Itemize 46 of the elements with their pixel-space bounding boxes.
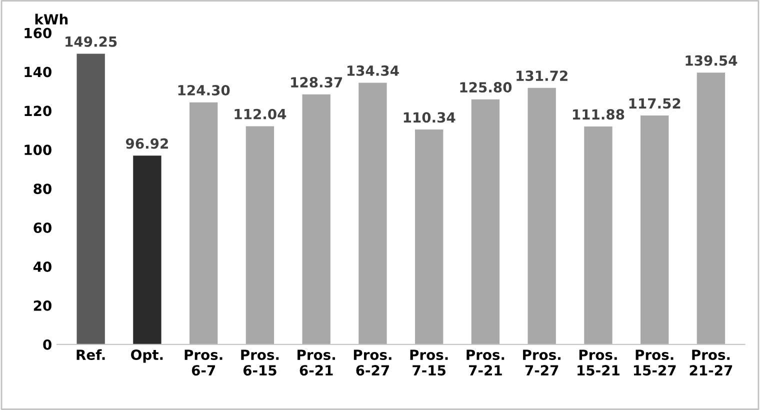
data-label: 149.25: [66, 36, 117, 47]
y-tick-label: 120: [24, 106, 52, 116]
bar: [414, 130, 444, 344]
data-label: 112.04: [234, 108, 286, 120]
y-tick-label: 40: [33, 261, 52, 272]
bar: [358, 82, 387, 344]
x-tick-label: Pros. 21-27: [690, 350, 732, 376]
data-label: 131.72: [516, 70, 568, 82]
bar: [640, 116, 669, 344]
y-tick-label: 80: [34, 184, 52, 194]
x-tick-label: Pros. 7-27: [523, 350, 560, 376]
data-label: 128.37: [291, 77, 342, 88]
y-tick-label: 160: [24, 28, 52, 38]
y-tick-label: 140: [24, 66, 52, 78]
bar: [189, 102, 218, 344]
bar: [528, 88, 556, 344]
bar: [302, 94, 330, 344]
x-tick-label: Pros. 7-15: [410, 350, 448, 376]
bar: [471, 99, 500, 344]
data-label: 111.88: [572, 109, 624, 120]
data-label: 124.30: [178, 84, 230, 96]
y-tick-label: 20: [34, 300, 52, 311]
x-tick-label: Pros. 6-7: [184, 350, 222, 376]
bar: [584, 126, 612, 344]
data-label: 96.92: [126, 138, 168, 149]
data-label: 134.34: [347, 65, 399, 76]
data-label: 125.80: [460, 82, 512, 93]
bar: [76, 54, 105, 344]
x-tick-label: Ref.: [76, 349, 105, 360]
y-axis-title: kWh: [35, 14, 68, 24]
bar: [696, 72, 726, 344]
x-tick-label: Pros. 15-27: [634, 350, 676, 376]
y-tick-label: 100: [24, 144, 52, 156]
y-tick-label: 60: [34, 222, 52, 234]
x-tick-label: Pros. 7-21: [466, 350, 504, 376]
x-tick-label: Pros. 6-21: [298, 350, 335, 376]
data-label: 117.52: [629, 98, 680, 109]
y-tick-label: 0: [43, 339, 52, 350]
x-tick-label: Pros. 15-21: [578, 350, 620, 376]
data-label: 139.54: [686, 55, 738, 66]
data-label: 110.34: [404, 112, 456, 123]
bar: [246, 126, 274, 344]
x-tick-label: Pros. 6-27: [354, 350, 392, 376]
bar: [133, 156, 162, 344]
x-tick-label: Opt.: [131, 350, 163, 363]
x-tick-label: Pros. 6-15: [241, 350, 279, 376]
